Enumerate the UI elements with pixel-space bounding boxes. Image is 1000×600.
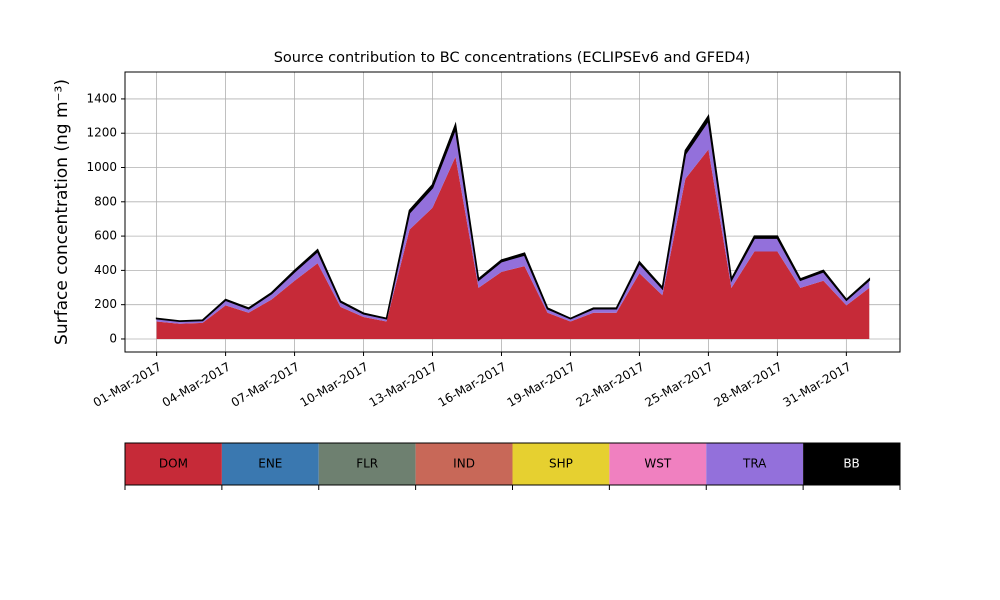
legend-frame (124, 442, 901, 486)
x-tick-label: 22-Mar-2017 (574, 360, 647, 410)
x-tick-label: 19-Mar-2017 (505, 360, 578, 410)
chart-title: Source contribution to BC concentrations… (274, 50, 751, 66)
x-tick-label: 01-Mar-2017 (91, 360, 164, 410)
x-tick-label: 13-Mar-2017 (367, 360, 440, 410)
legend-swatch (512, 443, 610, 485)
legend-swatch (415, 443, 513, 485)
x-tick-label: 16-Mar-2017 (436, 360, 509, 410)
y-tick-label: 1000 (86, 160, 117, 174)
legend-label: SHP (549, 457, 573, 471)
legend-swatch (706, 443, 804, 485)
legend-label: WST (644, 457, 671, 471)
y-axis-label: Surface concentration (ng m⁻³) (52, 79, 72, 345)
plot-frame (124, 71, 901, 353)
legend-label: TRA (742, 457, 767, 471)
legend-label: IND (453, 457, 475, 471)
legend-swatch (609, 443, 707, 485)
legend-swatch (221, 443, 319, 485)
area-dom (156, 149, 870, 339)
legend-label: FLR (356, 457, 378, 471)
legend-swatch (803, 443, 900, 485)
y-tick-label: 1400 (86, 91, 117, 105)
y-tick-label: 400 (94, 263, 117, 277)
legend-swatch (318, 443, 416, 485)
area-tra (156, 120, 870, 324)
x-tick-label: 04-Mar-2017 (160, 360, 233, 410)
area-bb (155, 114, 871, 323)
y-tick-label: 0 (109, 331, 117, 345)
x-tick-label: 28-Mar-2017 (712, 360, 785, 410)
y-tick-label: 1200 (86, 126, 117, 140)
y-tick-label: 800 (94, 194, 117, 208)
x-tick-label: 25-Mar-2017 (643, 360, 716, 410)
x-tick-label: 07-Mar-2017 (229, 360, 302, 410)
y-tick-label: 600 (94, 229, 117, 243)
legend-swatch (125, 443, 222, 485)
legend-label: ENE (258, 457, 282, 471)
legend-label: DOM (159, 457, 188, 471)
legend-label: BB (843, 457, 859, 471)
x-tick-label: 31-Mar-2017 (780, 360, 853, 410)
x-tick-label: 10-Mar-2017 (298, 360, 371, 410)
y-tick-label: 200 (94, 297, 117, 311)
